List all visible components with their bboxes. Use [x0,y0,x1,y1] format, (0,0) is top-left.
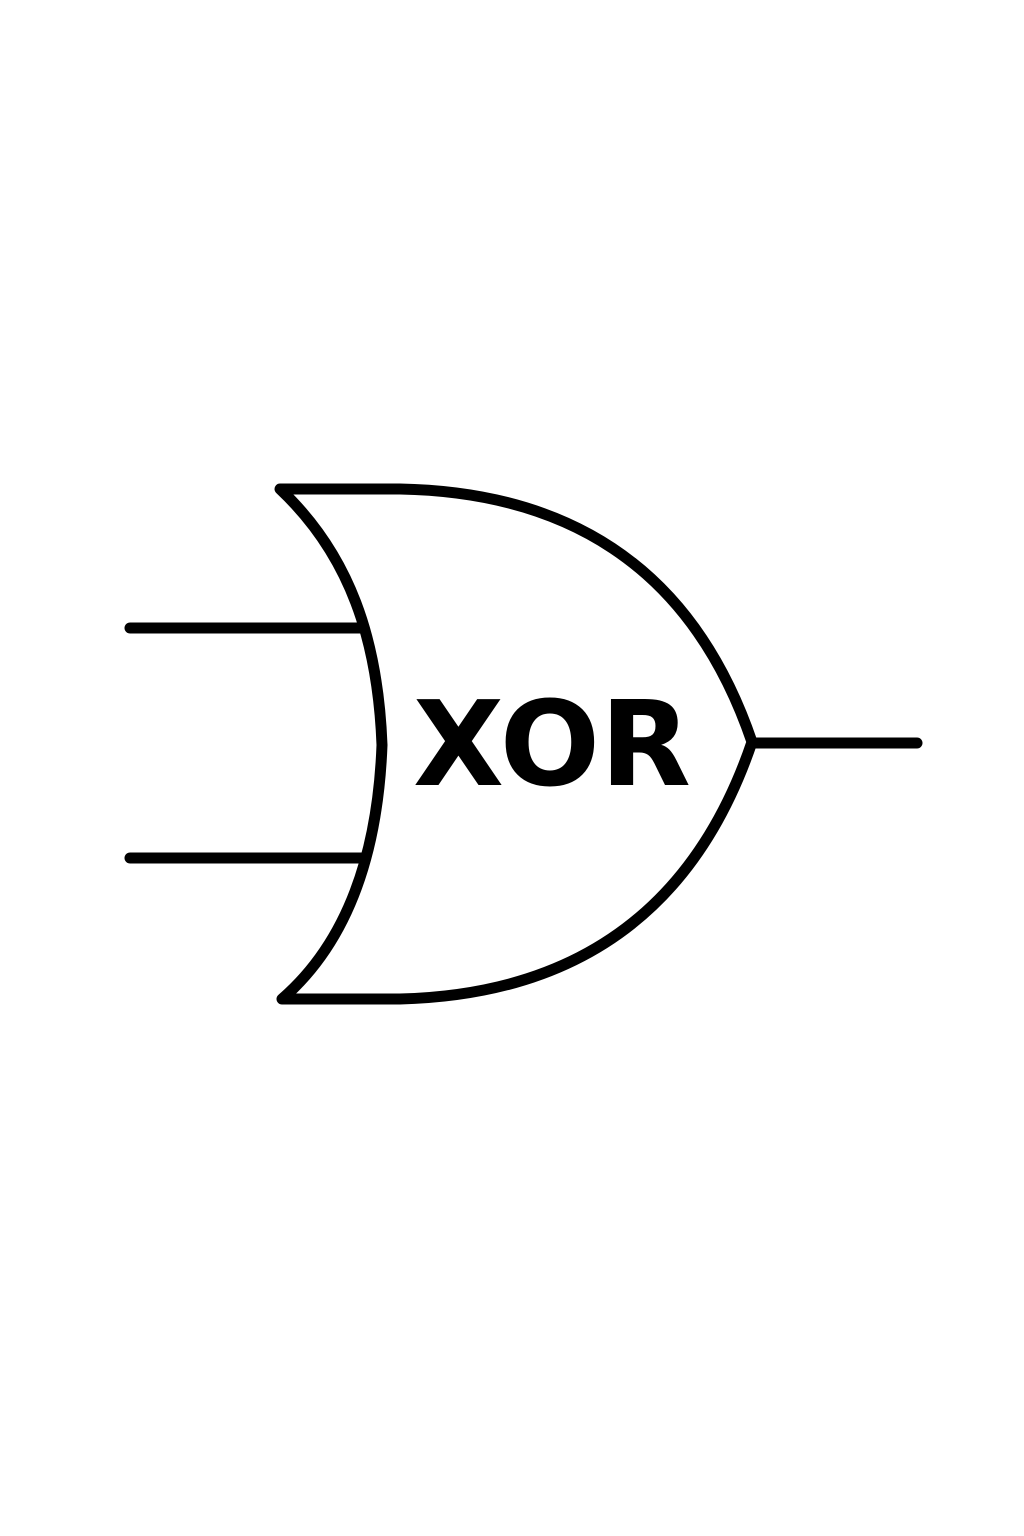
gate-label: XOR [413,675,691,813]
gate-body [274,483,758,1005]
xor-gate: XOR [124,483,923,1005]
